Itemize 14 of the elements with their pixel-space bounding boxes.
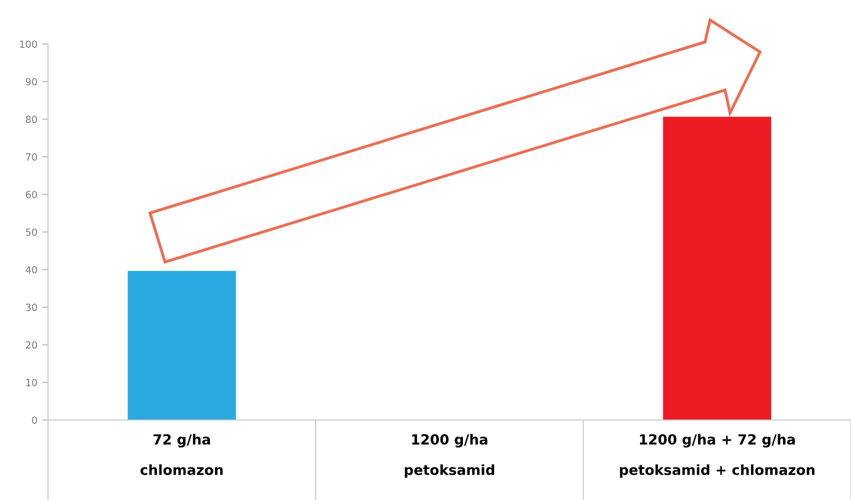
category-label: 1200 g/ha + 72 g/ha petoksamid + chlomazon — [620, 434, 814, 478]
category-label: 72 g/ha chlomazon — [140, 434, 223, 476]
y-tick-label: 80 — [26, 116, 37, 124]
y-tick-label: 30 — [26, 304, 37, 312]
y-tick-label: 50 — [26, 228, 37, 236]
y-tick-label: 90 — [26, 78, 37, 86]
y-tick-label: 100 — [20, 40, 37, 48]
y-tick-label: 20 — [26, 341, 37, 349]
y-tick-label: 40 — [26, 266, 37, 274]
y-tick-label: 60 — [26, 190, 37, 198]
y-tick-label: 0 — [32, 416, 37, 424]
category-label: 1200 g/ha petoksamid — [404, 434, 494, 478]
y-tick-label: 10 — [26, 378, 37, 386]
y-tick-label: 70 — [26, 153, 37, 161]
